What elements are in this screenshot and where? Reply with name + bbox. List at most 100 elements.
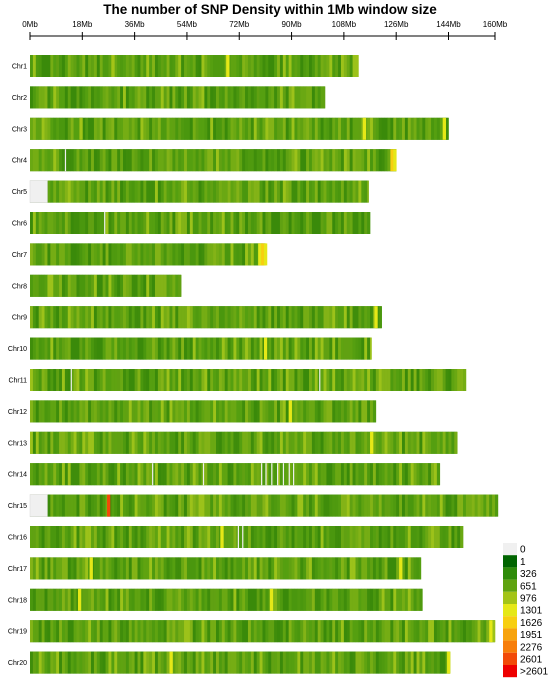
density-window [96,557,101,580]
density-window [38,400,42,423]
density-window [82,149,86,172]
density-window [282,55,287,77]
density-window [88,212,92,234]
density-window [294,526,298,548]
density-window [125,212,130,234]
density-window [224,620,228,643]
density-window [332,337,336,360]
density-window [227,588,231,611]
density-window [381,526,385,548]
density-window [236,463,240,486]
hotspot-window [282,463,285,486]
density-window [192,431,196,454]
density-window [227,651,231,674]
density-window [294,369,298,391]
density-window [149,117,153,140]
hotspot-window [226,55,230,77]
density-window [204,212,208,234]
density-window [332,557,336,580]
density-window [47,149,51,172]
density-window [242,620,246,643]
density-window [303,149,307,172]
density-window [163,588,167,611]
density-window [268,620,272,643]
density-window [117,400,121,423]
density-window [146,180,150,203]
density-window [253,55,257,77]
density-window [335,400,339,423]
density-window [274,149,278,172]
density-window [96,117,101,140]
density-window [160,494,164,517]
density-window [128,274,133,297]
density-window [227,620,231,643]
density-window [259,557,263,580]
density-window [268,557,272,580]
density-window [311,620,316,643]
density-window [306,369,310,391]
density-window [114,149,118,172]
density-window [152,463,156,486]
density-window [169,588,173,611]
density-window [169,557,173,580]
density-window [314,117,319,140]
density-window [152,494,156,517]
density-window [279,557,284,580]
density-window [99,337,103,360]
density-window [233,494,237,517]
density-window [340,400,345,423]
density-window [323,117,327,140]
density-window [140,180,144,203]
density-window [154,337,159,360]
density-window [242,400,246,423]
density-window [326,212,330,234]
density-window [338,306,342,329]
density-window [35,55,40,77]
density-window [105,431,109,454]
density-window [73,212,77,234]
density-window [349,494,353,517]
density-window [349,337,353,360]
density-window [253,431,257,454]
density-window [114,588,118,611]
density-window [64,274,69,297]
density-window [96,212,101,234]
chromosome-label: Chr10 [8,346,27,353]
density-window [123,620,127,643]
density-window [274,651,278,674]
density-window [262,212,266,234]
density-window [41,400,45,423]
density-window [402,431,406,454]
density-window [367,431,371,454]
density-window [300,212,304,234]
density-window [137,337,141,360]
density-window [361,557,365,580]
legend-swatch [503,665,517,678]
density-window [288,463,292,486]
density-window [457,369,461,391]
density-window [61,86,66,109]
density-window [53,620,57,643]
density-window [102,400,106,423]
density-window [210,337,214,360]
density-window [239,463,243,486]
density-window [70,526,74,548]
density-window [184,494,188,517]
density-window [99,431,103,454]
density-window [166,212,170,234]
density-window [378,526,382,548]
density-window [73,526,77,548]
density-window [335,337,339,360]
density-window [239,651,243,674]
density-window [143,337,147,360]
density-window [262,306,266,329]
density-window [393,494,397,517]
density-window [227,243,231,266]
density-window [157,463,162,486]
density-window [175,337,179,360]
density-window [282,369,287,391]
density-window [268,86,272,109]
density-window [271,306,275,329]
density-window [210,557,214,580]
density-window [120,463,124,486]
